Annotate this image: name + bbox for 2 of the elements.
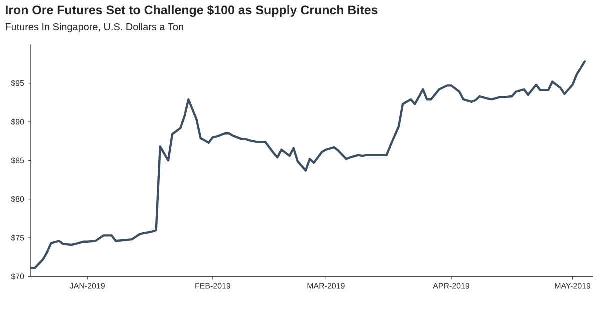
- chart-title: Iron Ore Futures Set to Challenge $100 as Supply Crunch Bites: [6, 5, 378, 18]
- chart-subtitle: Futures In Singapore, U.S. Dollars a Ton: [6, 23, 184, 32]
